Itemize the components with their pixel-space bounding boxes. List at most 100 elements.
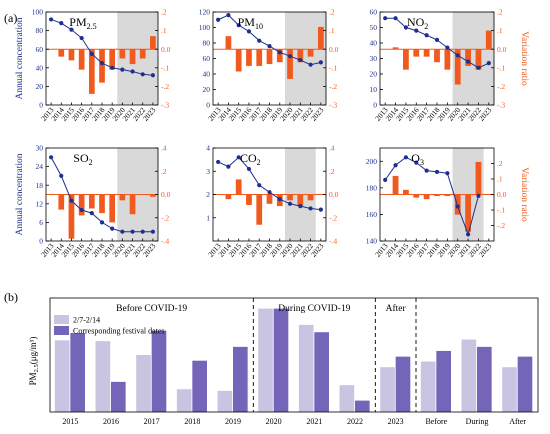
variation-bar: [423, 49, 430, 57]
x-tick-label: 2023: [141, 241, 158, 258]
period-label: During COVID-19: [278, 304, 350, 314]
variation-bar: [317, 26, 324, 50]
concentration-point: [79, 207, 84, 213]
panel-b: 2015 2016 2017 2018 2019 2020 2021 2022 2023 Befo…: [28, 297, 539, 426]
right-tick-label: 0.0: [329, 190, 339, 199]
left-tick-label: 20: [36, 82, 44, 91]
concentration-point: [226, 13, 231, 18]
variation-bar: [119, 194, 126, 201]
variation-bar: [256, 49, 263, 66]
concentration-point: [99, 220, 105, 225]
left-tick-label: 0: [39, 101, 43, 110]
variation-bar: [434, 194, 440, 197]
right-tick-label: -.4: [329, 237, 337, 246]
category-label: 2017: [144, 417, 160, 426]
right-tick-label: .4: [161, 144, 167, 153]
variation-bar: [413, 49, 420, 57]
right-tick-label: -.2: [497, 82, 505, 91]
left-tick-label: 0: [39, 237, 43, 246]
festival-bar: [192, 360, 207, 412]
concentration-point: [48, 17, 54, 22]
variation-bar: [444, 49, 451, 70]
left-tick-label: 30: [370, 54, 378, 63]
right-tick-label: -.3: [161, 101, 169, 110]
concentration-point: [130, 229, 135, 234]
left-axis-label: Annual concentration: [15, 17, 25, 99]
legend: 2/7-2/14 Corresponding festival dates: [54, 315, 165, 336]
variation-bar: [139, 49, 146, 59]
concentration-point: [216, 159, 221, 165]
variation-bar: [475, 49, 482, 70]
right-tick-label: 0.0: [329, 45, 339, 54]
concentration-point: [277, 50, 282, 55]
festival-bar: [111, 381, 126, 412]
left-tick-label: 140: [366, 237, 378, 246]
festival-bar: [517, 356, 533, 412]
concentration-point: [59, 173, 64, 178]
concentration-line: [384, 156, 479, 236]
y-axis-label: PM2.5(μg/m³): [28, 337, 40, 386]
festival-bar: [54, 340, 70, 412]
category-label: 2022: [347, 417, 363, 426]
concentration-point: [89, 51, 94, 56]
period-label: After: [386, 303, 407, 314]
concentration-point: [424, 168, 429, 173]
concentration-point: [246, 166, 252, 172]
right-tick-label: .1: [497, 175, 503, 184]
right-tick-label: .2: [497, 8, 503, 17]
panel-a: 020406080100-.3-.2-.10.0.1.2201320142015…: [15, 8, 529, 259]
concentration-point: [486, 61, 491, 66]
variation-bar: [109, 194, 116, 223]
category-label: 2023: [388, 417, 404, 426]
subplot-title: PM2.5: [69, 15, 96, 31]
variation-bar: [392, 47, 399, 50]
variation-bar: [287, 194, 293, 201]
subplot-pm25: 020406080100-.3-.2-.10.0.1.2201320142015…: [15, 8, 171, 123]
right-tick-label: .2: [497, 159, 503, 168]
x-tick-label: 2023: [309, 105, 326, 122]
subplot-title: SO2: [73, 151, 92, 167]
festival-bar: [436, 350, 451, 412]
festival-bar: [273, 308, 289, 412]
concentration-point: [277, 197, 282, 202]
variation-bar: [99, 194, 105, 214]
left-tick-label: 30: [36, 144, 44, 153]
left-tick-label: 10: [370, 85, 378, 94]
variation-bar: [119, 49, 126, 59]
variation-bar: [109, 49, 116, 70]
concentration-point: [79, 35, 84, 41]
festival-bar: [233, 346, 248, 412]
variation-bar: [58, 49, 65, 57]
variation-bar: [465, 49, 471, 66]
x-tick-label: 2023: [477, 241, 494, 258]
category-label: 2019: [225, 417, 241, 426]
concentration-point: [424, 33, 429, 38]
left-tick-label: 120: [199, 8, 211, 17]
variation-bar: [266, 49, 273, 65]
right-tick-label: -.3: [497, 101, 505, 110]
right-tick-label: -.2: [497, 221, 505, 230]
variation-bar: [78, 194, 85, 216]
concentration-point: [298, 204, 303, 209]
concentration-point: [69, 198, 74, 203]
subplot-title: NO2: [407, 15, 428, 31]
concentration-point: [403, 155, 409, 160]
right-tick-label: -.1: [497, 63, 505, 72]
left-tick-label: 60: [370, 8, 378, 17]
panel-b-letter: (b): [4, 290, 18, 304]
left-tick-label: 200: [366, 157, 378, 166]
x-tick-label: 2023: [309, 241, 326, 258]
left-tick-label: 40: [370, 39, 378, 48]
variation-bar: [129, 194, 136, 215]
concentration-point: [99, 61, 105, 66]
left-tick-label: 50: [370, 23, 378, 32]
variation-bar: [403, 189, 409, 195]
plot-frame: [49, 297, 539, 413]
variation-bar: [297, 194, 304, 207]
concentration-point: [476, 193, 481, 198]
concentration-point: [383, 177, 388, 182]
right-tick-label: .2: [161, 8, 167, 17]
festival-bar: [258, 308, 273, 412]
variation-bar: [88, 49, 95, 94]
variation-bar: [413, 194, 420, 198]
